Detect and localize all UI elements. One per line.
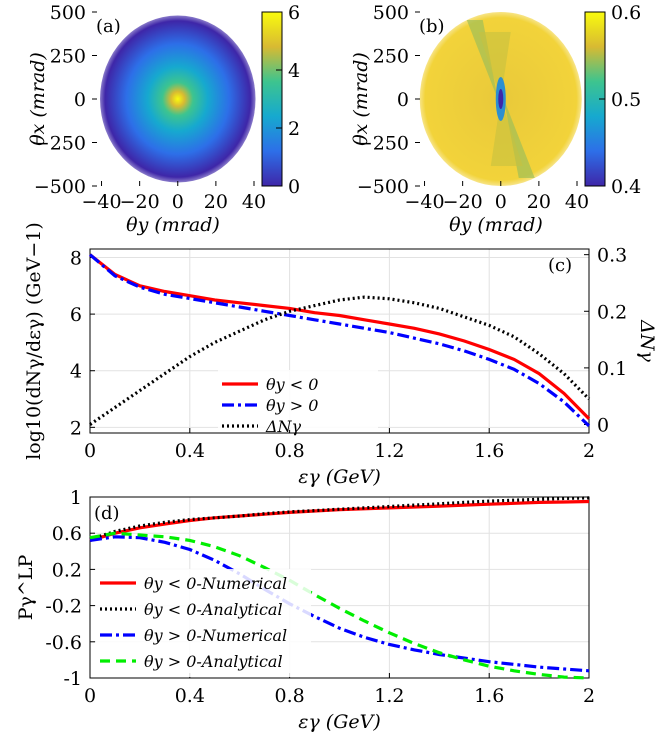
x-axis-label: θy (mrad): [126, 214, 220, 236]
panel-label: (d): [94, 503, 120, 524]
x-tick-label: 0.4: [175, 685, 205, 707]
legend-box: [96, 569, 311, 677]
x-tick-label: 20: [204, 191, 228, 213]
y-tick-label: -0.6: [45, 632, 82, 654]
x-tick-label: 0: [84, 440, 96, 462]
y-tick-label: −250: [357, 133, 409, 155]
legend-label: ΔNγ: [265, 417, 302, 436]
panel-label: (b): [419, 16, 445, 37]
y-axis-label: θx (mrad): [350, 52, 372, 146]
plot-frame: [89, 248, 590, 434]
legend-label: θy < 0-Analytical: [144, 600, 283, 619]
x-tick-label: 0.8: [274, 685, 304, 707]
y-tick-label: -1: [63, 668, 82, 690]
y-tick-label: 1: [70, 487, 82, 509]
y-tick-label: -0.2: [45, 596, 82, 618]
x-axis-label: θy (mrad): [449, 214, 543, 236]
y-tick-label: 2: [70, 417, 82, 439]
series-line: [89, 496, 590, 542]
panel-d: 0 0.4 0.8 1.2 1.6 2 1 0.6 0.2 -0.2 -0.6 -1 (d) εγ (Ge…: [15, 487, 595, 733]
panel-b: 500 250 0 −250 −500−40−20 0 20 40 (b) θy (mrad) θx…: [350, 2, 641, 236]
x-tick-label: 0.4: [175, 440, 205, 462]
series-line: [88, 253, 591, 428]
y2-tick-label: 0.3: [597, 245, 627, 267]
x-tick-label: 0.8: [274, 440, 304, 462]
legend-label: θy < 0-Numerical: [144, 574, 287, 593]
y-axis-label: θx (mrad): [27, 52, 49, 146]
colorbar: [261, 11, 283, 187]
series-line: [89, 535, 590, 673]
y-tick-label: −500: [34, 176, 86, 198]
y-tick-label: 500: [50, 2, 86, 24]
x-tick-label: 20: [527, 191, 551, 213]
panel-c: 0 0.4 0.8 1.2 1.6 2 8 6 4 2 0.3 0.2 0.1 0 ΔNγ (c) εγ (Ge…: [23, 222, 656, 488]
y2-tick-label: 0: [597, 415, 609, 437]
series-line: [89, 531, 590, 680]
x-tick-label: 2: [583, 685, 595, 707]
colorbar-tick-label: 0.4: [611, 176, 641, 198]
x-tick-label: −40: [404, 191, 444, 213]
y-tick-label: 0.6: [52, 523, 82, 545]
legend-label: θy > 0-Analytical: [144, 652, 283, 671]
x-tick-label: 2: [583, 440, 595, 462]
x-tick-label: 0: [495, 191, 507, 213]
x-tick-label: 1.6: [474, 685, 504, 707]
x-tick-label: 40: [242, 191, 266, 213]
heatmap-feature: [466, 20, 535, 178]
colorbar-tick-label: 4: [288, 60, 300, 82]
y-tick-label: 6: [70, 304, 82, 326]
legend-label: θy > 0: [266, 396, 318, 415]
y-tick-label: −250: [34, 133, 86, 155]
legend-box: [218, 370, 378, 430]
panel-label: (c): [548, 255, 572, 276]
x-tick-label: 0: [172, 191, 184, 213]
y-tick-label: 0: [74, 89, 86, 111]
y-tick-label: 0: [397, 89, 409, 111]
y-tick-label: 0.2: [52, 559, 82, 581]
series-line: [89, 253, 591, 420]
x-tick-label: 0: [84, 685, 96, 707]
y2-tick-label: 0.1: [597, 358, 627, 380]
x-tick-label: 1.6: [474, 440, 504, 462]
legend-label: θy > 0-Numerical: [144, 626, 287, 645]
y-tick-label: 8: [70, 247, 82, 269]
x-tick-label: −40: [81, 191, 121, 213]
y2-tick-label: 0.2: [597, 301, 627, 323]
colorbar-tick-label: 0.6: [611, 2, 641, 24]
y-axis-label: Pγ^LP: [15, 555, 37, 621]
series-line: [89, 295, 591, 426]
x-tick-label: −20: [120, 191, 160, 213]
heatmap-image: [100, 15, 256, 183]
y-tick-label: 4: [70, 361, 82, 383]
x-tick-label: 1.2: [374, 685, 404, 707]
panel-label: (a): [96, 16, 121, 37]
heatmap-center-core: [498, 89, 504, 109]
x-tick-label: 1.2: [374, 440, 404, 462]
x-axis-label: εγ (GeV): [298, 466, 381, 488]
y-tick-label: 500: [373, 2, 409, 24]
x-tick-label: −20: [443, 191, 483, 213]
x-axis-label: εγ (GeV): [298, 711, 381, 733]
series-line: [89, 499, 590, 542]
y-tick-label: 250: [373, 46, 409, 68]
heatmap-feature: [478, 32, 523, 166]
y-tick-label: −500: [357, 176, 409, 198]
x-tick-label: 40: [565, 191, 589, 213]
colorbar-tick-label: 2: [288, 118, 300, 140]
y-tick-label: 250: [50, 46, 86, 68]
y-axis-label: log10(dNγ/dεγ) (GeV−1): [23, 222, 45, 460]
y2-axis-label: ΔNγ: [636, 319, 656, 362]
colorbar-tick-label: 6: [288, 2, 300, 24]
colorbar-tick-label: 0.5: [611, 89, 641, 111]
colorbar-tick-label: 0: [288, 176, 300, 198]
plot-frame: [89, 496, 590, 679]
legend-label: θy < 0: [266, 375, 318, 394]
